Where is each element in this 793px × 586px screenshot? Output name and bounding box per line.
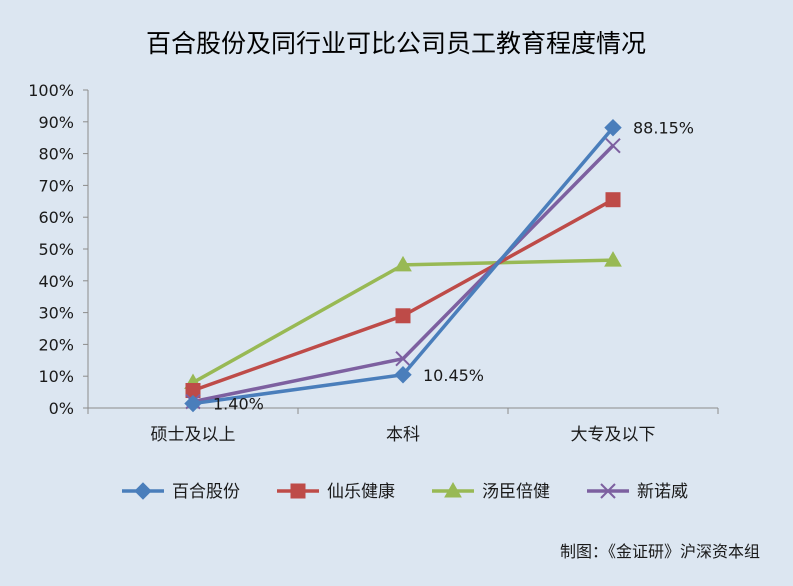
x-category-label: 本科 <box>386 425 420 445</box>
legend-item-1: 仙乐健康 <box>277 482 395 502</box>
legend-marker <box>134 482 152 500</box>
x-marker-stroke <box>395 351 411 367</box>
series-layer <box>184 118 622 413</box>
chart-title: 百合股份及同行业可比公司员工教育程度情况 <box>146 29 646 58</box>
legend-marker <box>444 481 462 498</box>
legend-item-3: 新诺威 <box>587 482 688 502</box>
y-tick-label: 70% <box>38 176 74 195</box>
data-point <box>394 366 412 384</box>
source-note: 制图：《金证研》沪深资本组 <box>560 542 760 561</box>
y-tick-label: 10% <box>38 367 74 386</box>
legend-marker <box>600 483 616 499</box>
data-label: 10.45% <box>423 366 484 385</box>
data-labels: 1.40% 10.45% 88.15% <box>213 119 694 414</box>
x-category-label: 硕士及以上 <box>151 425 236 445</box>
data-point <box>395 308 411 324</box>
series-line <box>192 198 614 393</box>
y-tick-label: 50% <box>38 240 74 259</box>
data-point <box>605 192 621 208</box>
legend-label: 仙乐健康 <box>327 482 395 502</box>
axes: 0% 10% 20% 30% 40% 50% 60% 70% 80% 90% 100% 硕士及以上 本科… <box>28 81 719 445</box>
legend-label: 百合股份 <box>172 482 240 502</box>
series-line <box>192 144 615 404</box>
y-tick-label: 0% <box>49 399 74 418</box>
legend-item-2: 汤臣倍健 <box>432 481 550 502</box>
data-point <box>184 394 202 413</box>
legend-marker <box>290 483 306 499</box>
y-tick-label: 60% <box>38 208 74 227</box>
x-marker-stroke <box>605 137 621 154</box>
y-tick-label: 80% <box>38 145 74 164</box>
legend-item-0: 百合股份 <box>122 482 240 502</box>
data-label: 1.40% <box>213 395 264 414</box>
y-tick-label: 100% <box>28 81 74 100</box>
y-tick-label: 90% <box>38 113 74 132</box>
data-label: 88.15% <box>633 119 694 138</box>
legend-label: 新诺威 <box>637 482 688 502</box>
y-tick-label: 20% <box>38 335 74 354</box>
legend-label: 汤臣倍健 <box>482 482 550 502</box>
legend: 百合股份 仙乐健康 汤臣倍健 新诺威 <box>122 481 688 502</box>
x-category-label: 大专及以下 <box>571 425 656 445</box>
x-marker-stroke <box>600 483 616 499</box>
data-point <box>394 255 412 272</box>
data-point <box>395 351 411 367</box>
y-tick-label: 30% <box>38 304 74 323</box>
data-point <box>604 118 622 137</box>
series-1 <box>185 192 621 399</box>
data-point <box>604 251 622 267</box>
y-tick-label: 40% <box>38 272 74 291</box>
series-0 <box>184 118 622 413</box>
data-point <box>605 137 621 154</box>
